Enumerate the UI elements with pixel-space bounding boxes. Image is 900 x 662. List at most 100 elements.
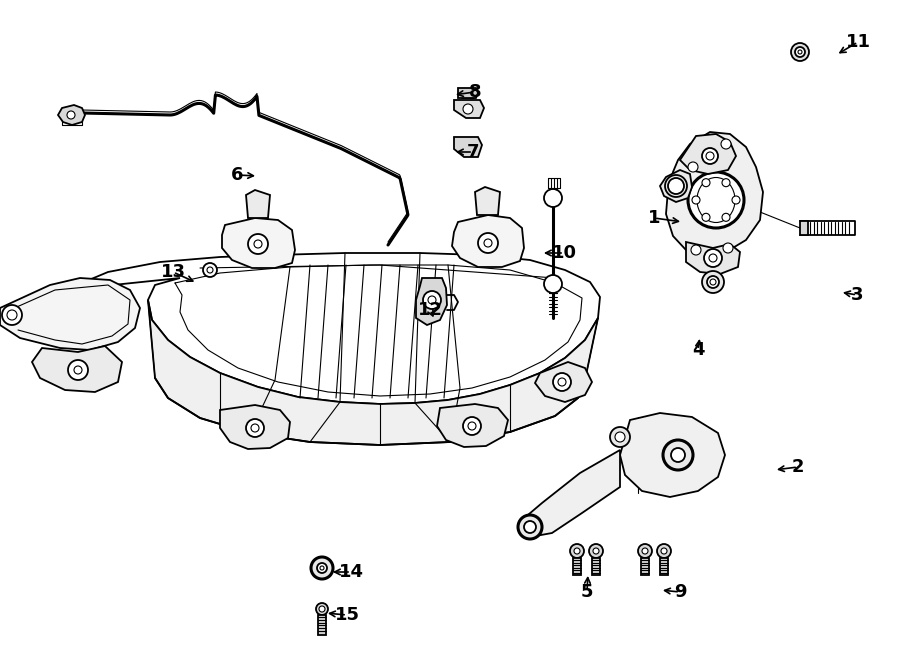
Text: 5: 5 <box>580 583 593 601</box>
Circle shape <box>7 310 17 320</box>
Circle shape <box>468 422 476 430</box>
Polygon shape <box>58 105 85 125</box>
Circle shape <box>558 378 566 386</box>
Polygon shape <box>148 300 598 445</box>
Circle shape <box>463 104 473 114</box>
Text: 8: 8 <box>469 83 482 101</box>
Circle shape <box>544 275 562 293</box>
Text: 1: 1 <box>648 209 661 227</box>
Polygon shape <box>573 558 581 575</box>
Circle shape <box>691 245 701 255</box>
Polygon shape <box>65 253 600 404</box>
Polygon shape <box>800 221 808 235</box>
Text: 4: 4 <box>692 341 704 359</box>
Polygon shape <box>475 187 500 215</box>
Circle shape <box>704 249 722 267</box>
Circle shape <box>661 548 667 554</box>
Circle shape <box>316 603 328 615</box>
Circle shape <box>203 263 217 277</box>
Circle shape <box>702 271 724 293</box>
Circle shape <box>707 276 719 288</box>
Circle shape <box>791 43 809 61</box>
Polygon shape <box>220 405 290 449</box>
Polygon shape <box>522 450 620 537</box>
Circle shape <box>311 557 333 579</box>
Text: 7: 7 <box>467 143 480 161</box>
Circle shape <box>723 243 733 253</box>
Polygon shape <box>246 190 270 218</box>
Polygon shape <box>454 137 482 157</box>
Polygon shape <box>666 132 763 256</box>
Polygon shape <box>660 170 692 202</box>
Circle shape <box>732 196 740 204</box>
Text: 12: 12 <box>418 301 443 319</box>
Polygon shape <box>680 134 736 174</box>
Circle shape <box>524 521 536 533</box>
Circle shape <box>68 360 88 380</box>
Circle shape <box>317 563 327 573</box>
Circle shape <box>610 427 630 447</box>
Circle shape <box>251 424 259 432</box>
Circle shape <box>688 172 744 228</box>
Circle shape <box>671 448 685 462</box>
Polygon shape <box>416 278 447 325</box>
Text: 11: 11 <box>845 33 870 51</box>
Polygon shape <box>660 558 668 575</box>
Circle shape <box>688 162 698 172</box>
Circle shape <box>615 432 625 442</box>
Circle shape <box>463 417 481 435</box>
Circle shape <box>67 111 75 119</box>
Polygon shape <box>620 413 725 497</box>
Circle shape <box>246 419 264 437</box>
Polygon shape <box>222 218 295 268</box>
Circle shape <box>702 213 710 221</box>
Circle shape <box>207 267 213 273</box>
Polygon shape <box>686 242 740 274</box>
Polygon shape <box>452 215 524 267</box>
Circle shape <box>593 548 599 554</box>
Circle shape <box>484 239 492 247</box>
Text: 15: 15 <box>335 606 359 624</box>
Circle shape <box>2 305 22 325</box>
Text: 6: 6 <box>230 166 243 184</box>
Polygon shape <box>641 558 649 575</box>
Circle shape <box>722 179 730 187</box>
Polygon shape <box>0 278 140 350</box>
Polygon shape <box>32 346 122 392</box>
Circle shape <box>668 178 684 194</box>
Circle shape <box>638 544 652 558</box>
Circle shape <box>702 179 710 187</box>
Text: 13: 13 <box>160 263 185 281</box>
Circle shape <box>553 373 571 391</box>
Circle shape <box>320 566 324 570</box>
Circle shape <box>798 50 802 54</box>
Ellipse shape <box>697 177 735 222</box>
Circle shape <box>709 254 717 262</box>
Circle shape <box>319 606 325 612</box>
Polygon shape <box>458 88 478 98</box>
Text: 3: 3 <box>850 286 863 304</box>
Circle shape <box>702 148 718 164</box>
Circle shape <box>642 548 648 554</box>
Circle shape <box>428 296 436 304</box>
Polygon shape <box>318 615 326 635</box>
Text: 14: 14 <box>338 563 364 581</box>
Circle shape <box>721 139 731 149</box>
Circle shape <box>570 544 584 558</box>
Circle shape <box>722 213 730 221</box>
Circle shape <box>254 240 262 248</box>
Circle shape <box>74 366 82 374</box>
Circle shape <box>795 47 805 57</box>
Circle shape <box>663 440 693 470</box>
Text: 9: 9 <box>674 583 686 601</box>
Circle shape <box>692 196 700 204</box>
Circle shape <box>710 279 716 285</box>
Circle shape <box>706 152 714 160</box>
Circle shape <box>423 291 441 309</box>
Polygon shape <box>437 404 508 447</box>
Circle shape <box>518 515 542 539</box>
Circle shape <box>589 544 603 558</box>
Circle shape <box>478 233 498 253</box>
Text: 10: 10 <box>552 244 577 262</box>
Circle shape <box>248 234 268 254</box>
